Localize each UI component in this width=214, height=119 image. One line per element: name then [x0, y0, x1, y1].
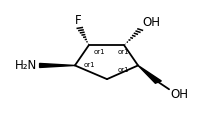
Text: or1: or1: [118, 67, 129, 73]
Text: or1: or1: [93, 49, 105, 55]
Text: F: F: [75, 14, 81, 27]
Text: OH: OH: [142, 15, 160, 29]
Text: or1: or1: [117, 49, 129, 55]
Polygon shape: [138, 65, 161, 83]
Text: H₂N: H₂N: [15, 59, 37, 72]
Polygon shape: [40, 63, 75, 67]
Text: or1: or1: [84, 62, 95, 68]
Text: OH: OH: [170, 87, 188, 101]
